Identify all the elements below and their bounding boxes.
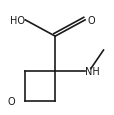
- Text: HO: HO: [10, 16, 25, 26]
- Text: O: O: [87, 16, 94, 26]
- Text: NH: NH: [84, 66, 99, 76]
- Text: O: O: [8, 96, 15, 106]
